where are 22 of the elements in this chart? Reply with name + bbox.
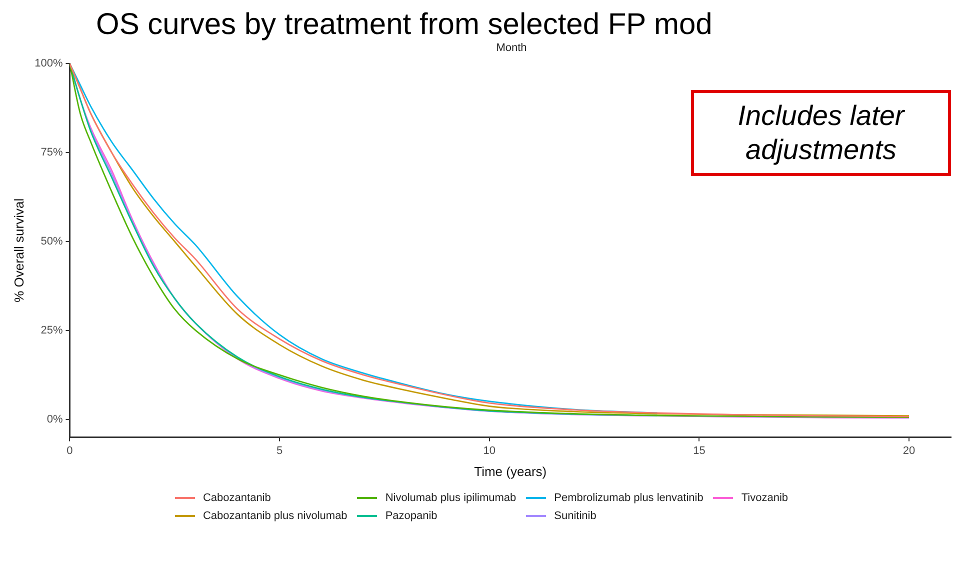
y-axis-title: % Overall survival [11, 198, 26, 302]
legend-label: Nivolumab plus ipilimumab [385, 492, 516, 504]
legend-label: Sunitinib [554, 510, 596, 522]
y-tick-label: 100% [34, 58, 63, 70]
legend-label: Cabozantanib [202, 492, 271, 504]
x-tick-label: 20 [902, 444, 916, 457]
annotation: Includes later adjustments [691, 90, 951, 176]
legend-label: Pembrolizumab plus lenvatinib [554, 492, 704, 504]
x-tick-label: 0 [66, 444, 73, 457]
chart-subtitle: Month [495, 42, 528, 54]
y-tick-label: 25% [40, 324, 63, 336]
x-tick-label: 5 [276, 444, 283, 457]
y-tick-label: 0% [46, 413, 63, 426]
x-tick-label: 10 [483, 444, 496, 457]
x-tick-label: 15 [693, 444, 706, 457]
x-axis-title: Time (years) [474, 464, 547, 479]
legend-label: Tivozanib [741, 492, 788, 504]
legend-label: Cabozantanib plus nivolumab [202, 510, 348, 522]
y-tick-label: 50% [40, 236, 63, 248]
chart-title: OS curves by treatment from selected FP mod [96, 8, 714, 42]
y-tick-label: 75% [40, 146, 63, 159]
legend-label: Pazopanib [385, 510, 438, 522]
